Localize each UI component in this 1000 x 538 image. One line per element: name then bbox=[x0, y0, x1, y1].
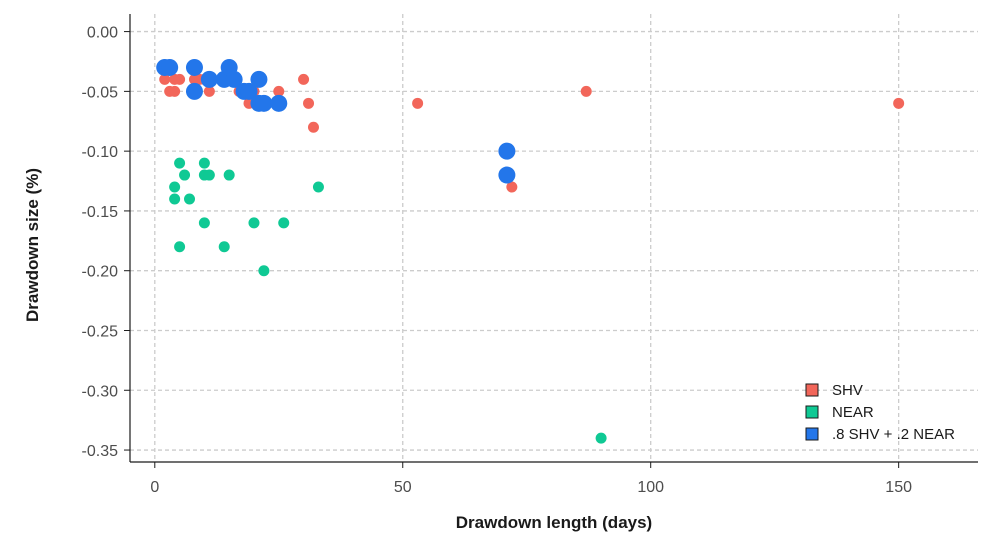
point-series-0-22 bbox=[580, 85, 592, 97]
point-series-2-13 bbox=[270, 94, 288, 112]
point-series-2-14 bbox=[498, 142, 516, 160]
y-tick-label: -0.25 bbox=[82, 323, 119, 340]
y-tick-label: -0.15 bbox=[82, 204, 119, 221]
point-series-1-8 bbox=[198, 217, 210, 229]
point-series-2-1 bbox=[161, 58, 179, 76]
legend: SHV NEAR .8 SHV + .2 NEAR bbox=[805, 382, 955, 443]
point-series-1-15 bbox=[312, 181, 324, 193]
legend-label-2: .8 SHV + .2 NEAR bbox=[832, 426, 955, 443]
point-series-2-4 bbox=[200, 70, 218, 88]
legend-label-1: NEAR bbox=[832, 404, 874, 421]
point-series-2-2 bbox=[185, 58, 203, 76]
y-axis-title: Drawdown size (%) bbox=[23, 168, 42, 322]
legend-label-0: SHV bbox=[832, 382, 863, 399]
x-tick-label: 150 bbox=[885, 479, 912, 496]
point-series-0-19 bbox=[307, 121, 319, 133]
point-series-2-7 bbox=[225, 70, 243, 88]
data-points bbox=[156, 58, 905, 444]
point-series-0-16 bbox=[273, 85, 285, 97]
point-series-1-12 bbox=[248, 217, 260, 229]
point-series-2-15 bbox=[498, 166, 516, 184]
grid bbox=[130, 14, 978, 462]
point-series-1-1 bbox=[169, 193, 181, 205]
point-series-1-14 bbox=[278, 217, 290, 229]
point-series-1-10 bbox=[218, 241, 230, 253]
point-series-0-0 bbox=[159, 73, 171, 85]
point-series-2-10 bbox=[250, 70, 268, 88]
point-series-1-13 bbox=[258, 265, 270, 277]
point-series-1-16 bbox=[595, 432, 607, 444]
x-tick-label: 0 bbox=[150, 479, 159, 496]
point-series-1-11 bbox=[223, 169, 235, 181]
point-series-2-3 bbox=[185, 82, 203, 100]
point-series-1-2 bbox=[174, 157, 186, 169]
point-series-0-17 bbox=[298, 73, 310, 85]
point-series-0-23 bbox=[893, 97, 905, 109]
point-series-1-3 bbox=[174, 241, 186, 253]
point-series-1-5 bbox=[184, 193, 196, 205]
legend-swatch-2 bbox=[805, 427, 819, 441]
point-series-0-20 bbox=[412, 97, 424, 109]
x-axis-title: Drawdown length (days) bbox=[456, 513, 652, 532]
y-tick-label: -0.35 bbox=[82, 443, 119, 460]
point-series-1-9 bbox=[203, 169, 215, 181]
point-series-1-4 bbox=[179, 169, 191, 181]
x-tick-label: 50 bbox=[394, 479, 412, 496]
legend-swatch-0 bbox=[805, 383, 819, 397]
x-tick-label: 100 bbox=[637, 479, 664, 496]
point-series-1-6 bbox=[198, 157, 210, 169]
point-series-0-4 bbox=[174, 73, 186, 85]
point-series-0-18 bbox=[303, 97, 315, 109]
point-series-1-0 bbox=[169, 181, 181, 193]
axes: 0 50 100 150 0.00 -0.05 -0.10 -0.15 -0.20 -0.25 -0… bbox=[82, 14, 978, 496]
y-tick-label: -0.05 bbox=[82, 84, 119, 101]
legend-swatch-1 bbox=[805, 405, 819, 419]
point-series-0-3 bbox=[169, 85, 181, 97]
point-series-2-9 bbox=[240, 82, 258, 100]
y-tick-label: -0.30 bbox=[82, 383, 119, 400]
y-tick-label: -0.20 bbox=[82, 264, 119, 281]
point-series-0-21 bbox=[506, 181, 518, 193]
point-series-0-8 bbox=[203, 85, 215, 97]
y-tick-label: 0.00 bbox=[87, 25, 118, 42]
y-tick-label: -0.10 bbox=[82, 144, 119, 161]
point-series-2-12 bbox=[255, 94, 273, 112]
